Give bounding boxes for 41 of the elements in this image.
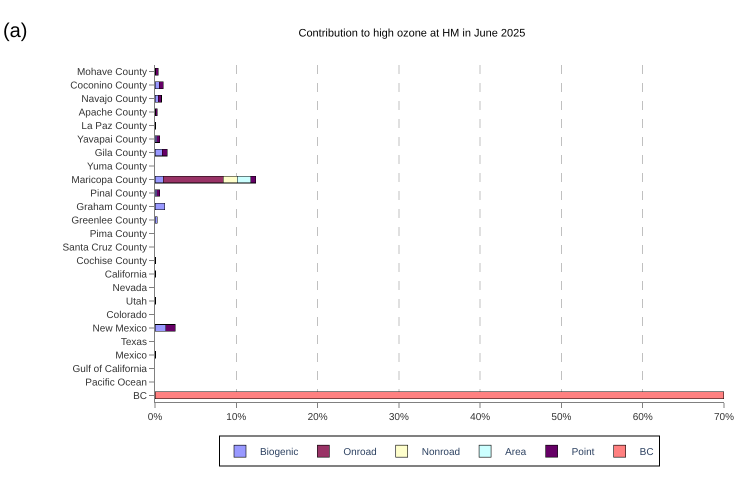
y-tick-label: New Mexico — [92, 323, 148, 334]
y-tick-label: Navajo County — [81, 94, 147, 106]
x-tick-label: 30% — [388, 412, 409, 423]
y-tick-label: La Paz County — [81, 121, 147, 132]
y-tick-label: Yavapai County — [77, 134, 147, 146]
y-tick-label: Cochise County — [76, 256, 147, 267]
y-tick-label: Maricopa County — [71, 175, 147, 186]
y-tick-label: Mohave County — [76, 67, 147, 78]
legend-label: Nonroad — [422, 447, 460, 458]
y-tick-label: Colorado — [106, 310, 148, 321]
y-tick-label: Graham County — [76, 202, 147, 214]
x-tick-label: 70% — [714, 412, 734, 423]
x-tick-label: 50% — [551, 412, 572, 423]
x-tick-label: 60% — [632, 412, 653, 423]
y-tick-label: Pacific Ocean — [85, 377, 147, 388]
y-tick-label: Yuma County — [86, 162, 147, 173]
text: (a) — [3, 20, 28, 42]
x-tick-label: 40% — [470, 412, 490, 423]
legend-label: Area — [505, 447, 527, 458]
y-tick-label: Texas — [120, 336, 147, 348]
x-tick-label: 0% — [148, 412, 162, 423]
y-tick-label: Santa Cruz County — [62, 242, 147, 254]
legend-label: Onroad — [343, 447, 377, 458]
y-tick-label: BC — [133, 390, 147, 402]
y-tick-label: Greenlee County — [71, 216, 147, 227]
y-tick-label: Gila County — [94, 148, 147, 160]
x-tick-label: 10% — [226, 412, 246, 423]
legend-label: Point — [572, 447, 595, 458]
y-tick-label: Coconino County — [70, 80, 147, 92]
y-tick-label: California — [104, 269, 148, 280]
y-tick-label: Nevada — [112, 282, 148, 294]
y-tick-label: Pima County — [90, 229, 147, 240]
y-tick-label: Apache County — [78, 108, 147, 119]
y-tick-label: Utah — [126, 296, 147, 308]
y-tick-label: Pinal County — [90, 188, 147, 200]
legend-label: Biogenic — [260, 447, 298, 458]
y-tick-label: Mexico — [115, 350, 148, 362]
y-tick-label: Gulf of California — [72, 364, 148, 375]
chart-title: Contribution to high ozone at HM in June 2025 — [298, 27, 526, 40]
x-tick-label: 20% — [308, 412, 328, 423]
legend-label: BC — [640, 447, 654, 458]
